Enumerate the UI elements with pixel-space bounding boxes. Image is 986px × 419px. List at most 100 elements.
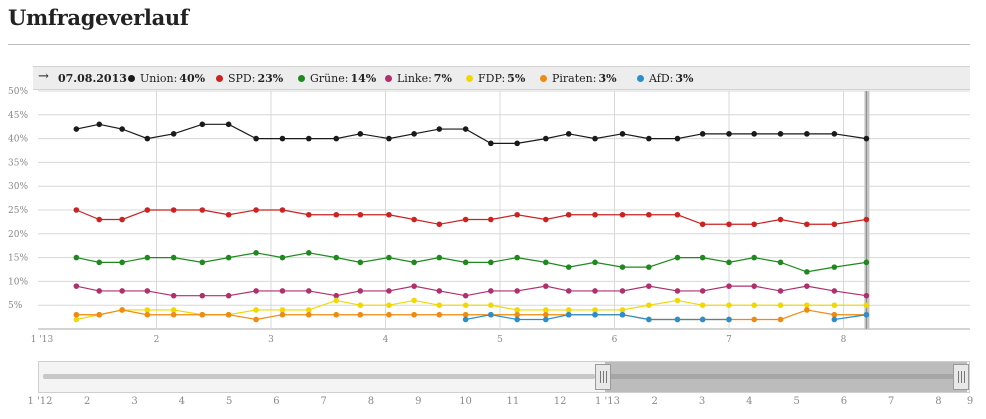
data-point-gruene <box>253 250 259 256</box>
navigator-selection[interactable] <box>605 362 967 392</box>
navigator-tick-label: 8 <box>367 396 375 407</box>
data-point-spd <box>144 207 151 213</box>
data-point-piraten <box>411 311 417 318</box>
data-point-fdp <box>831 302 838 309</box>
navigator-right-handle[interactable] <box>953 364 969 390</box>
y-tick-label: 20% <box>8 230 28 240</box>
data-point-union <box>119 126 125 132</box>
navigator-tick-label: 7 <box>888 396 895 407</box>
data-point-union <box>674 135 681 142</box>
x-tick-label: 8 <box>841 335 847 345</box>
data-point-fdp <box>305 307 312 313</box>
data-point-spd <box>305 211 312 218</box>
data-point-linke <box>170 292 177 299</box>
data-point-linke <box>73 283 80 289</box>
data-point-union <box>777 131 784 137</box>
data-point-gruene <box>199 259 206 266</box>
data-point-linke <box>726 283 732 289</box>
navigator-axis: 1 '12 2 3 4 5 6 7 8 9 10 11 12 1 '13 2 3 4 5 6 7 8 9 <box>0 396 986 410</box>
data-point-spd <box>333 211 340 218</box>
data-point-gruene <box>357 259 364 266</box>
legend-dot-icon <box>540 75 547 82</box>
data-point-afd <box>543 316 549 323</box>
data-point-spd <box>73 207 80 213</box>
data-point-piraten <box>804 307 810 313</box>
data-point-linke <box>199 292 206 299</box>
series-line-afd <box>465 314 867 321</box>
data-point-fdp <box>565 307 572 313</box>
navigator-tick-label: 1 '13 <box>594 396 620 407</box>
data-point-union <box>170 131 177 137</box>
data-point-afd <box>726 316 732 323</box>
data-point-gruene <box>462 259 469 266</box>
data-point-linke <box>514 288 520 294</box>
data-point-afd <box>592 311 598 318</box>
data-point-spd <box>279 207 286 213</box>
data-point-gruene <box>804 269 810 275</box>
data-point-fdp <box>386 302 392 309</box>
data-point-linke <box>333 292 340 299</box>
data-point-fdp <box>253 307 259 313</box>
data-point-gruene <box>436 254 443 261</box>
navigator-tick-label: 9 <box>966 396 974 407</box>
navigator-left-handle[interactable] <box>595 364 611 390</box>
data-point-fdp <box>699 302 706 309</box>
legend-value: 3% <box>675 72 694 85</box>
data-point-spd <box>863 216 870 223</box>
legend-item-piraten: Piraten: 3% <box>540 72 617 85</box>
data-point-gruene <box>543 259 549 266</box>
navigator-tick-label: 6 <box>840 396 848 407</box>
data-point-piraten <box>170 311 177 318</box>
data-point-spd <box>777 216 784 223</box>
legend-item-afd: AfD: 3% <box>637 72 693 85</box>
x-tick-label: 3 <box>268 335 274 345</box>
data-point-gruene <box>170 254 177 261</box>
data-point-union <box>831 131 838 137</box>
data-point-fdp <box>646 302 652 309</box>
data-point-union <box>726 131 732 137</box>
data-point-afd <box>646 316 652 323</box>
data-point-fdp <box>333 297 340 304</box>
x-tick-label: 5 <box>497 335 503 345</box>
data-point-fdp <box>543 307 549 313</box>
navigator-tick-label: 12 <box>553 396 567 407</box>
data-point-fdp <box>170 307 177 313</box>
legend-label: Union: <box>140 72 178 85</box>
legend-value: 7% <box>433 72 452 85</box>
navigator-track <box>43 374 595 379</box>
data-point-linke <box>253 288 259 294</box>
data-point-fdp <box>726 302 732 309</box>
data-point-gruene <box>144 254 151 261</box>
data-point-linke <box>462 292 469 299</box>
y-tick-label: 25% <box>8 206 28 216</box>
data-point-fdp <box>751 302 757 309</box>
data-point-piraten <box>543 311 549 318</box>
range-navigator[interactable] <box>38 361 970 393</box>
navigator-tick-label: 9 <box>415 396 422 407</box>
legend-value: 3% <box>598 72 617 85</box>
data-point-gruene <box>119 259 125 266</box>
data-point-linke <box>119 288 125 294</box>
data-point-union <box>144 135 151 142</box>
data-point-gruene <box>565 264 572 270</box>
data-point-gruene <box>751 254 757 261</box>
data-point-piraten <box>96 311 103 318</box>
data-point-gruene <box>592 259 598 266</box>
arrow-right-icon: → <box>38 69 49 84</box>
data-point-gruene <box>96 259 103 266</box>
data-point-union <box>253 135 259 142</box>
data-point-linke <box>543 283 549 289</box>
data-point-linke <box>674 288 681 294</box>
data-point-fdp <box>488 302 494 309</box>
data-point-spd <box>357 211 364 218</box>
data-point-spd <box>411 216 417 223</box>
series-line-gruene <box>76 252 867 273</box>
navigator-tick-label: 3 <box>698 396 706 407</box>
data-point-gruene <box>831 264 838 270</box>
data-point-gruene <box>279 254 286 261</box>
data-point-union <box>804 131 810 137</box>
data-point-fdp <box>619 307 626 313</box>
series-line-fdp <box>76 299 867 321</box>
legend-dot-icon <box>128 75 135 82</box>
data-point-union <box>225 121 232 128</box>
